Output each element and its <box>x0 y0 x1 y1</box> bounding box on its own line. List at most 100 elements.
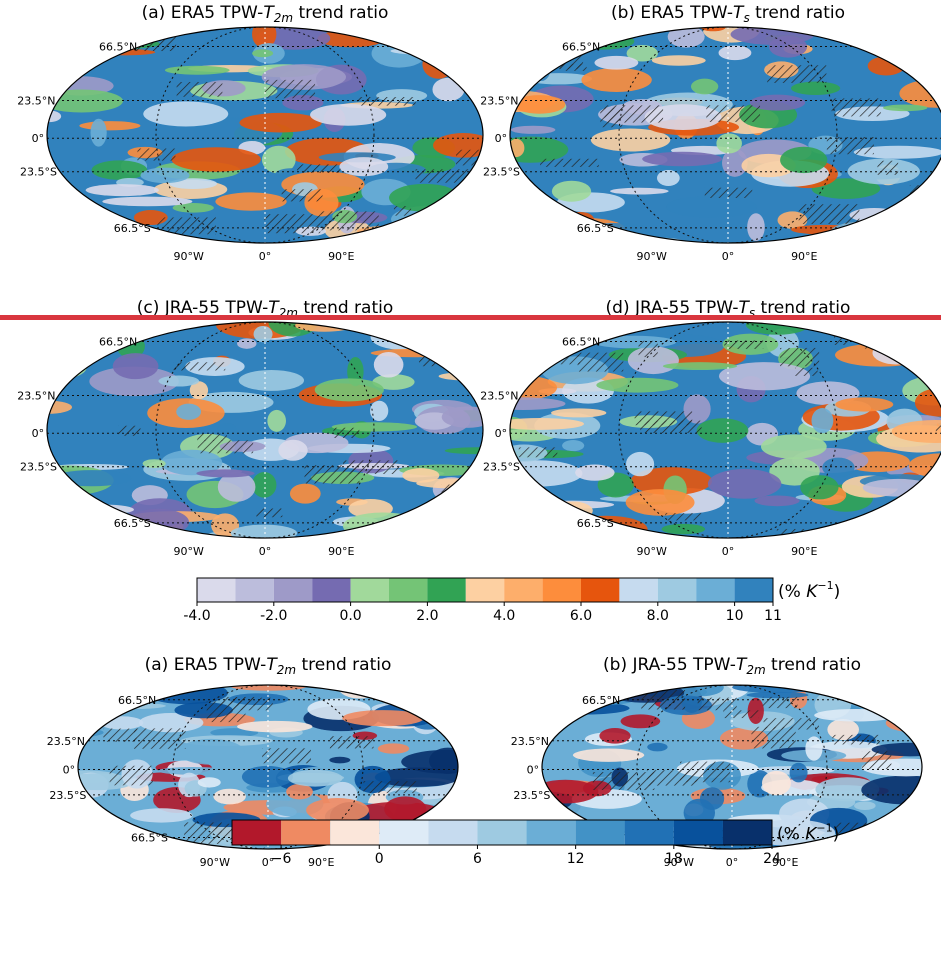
map-region <box>826 230 909 237</box>
map-region <box>642 152 722 166</box>
map-region <box>596 378 678 393</box>
map-region <box>445 228 509 255</box>
hatch-region <box>862 751 891 769</box>
colorbar-tick-label: 12 <box>567 851 585 867</box>
map-region <box>593 336 677 349</box>
lat-label: 66.5°N <box>582 694 620 707</box>
title-prefix: (a) ERA5 TPW- <box>145 655 267 675</box>
lat-label: 66.5°S <box>131 832 168 845</box>
title-suffix: trend ratio <box>750 3 845 23</box>
map-region <box>254 326 273 342</box>
map-region <box>176 404 201 420</box>
map-region <box>165 66 230 75</box>
title-prefix: (a) ERA5 TPW- <box>142 3 264 23</box>
title-subscript: 2m <box>746 663 765 677</box>
hatch-region <box>832 98 881 116</box>
map-region <box>621 714 661 728</box>
lat-label: 23.5°N <box>480 389 518 402</box>
colorbar-segment <box>619 578 657 602</box>
map-region <box>310 104 386 126</box>
hatch-region <box>220 697 255 706</box>
map-region <box>903 213 941 223</box>
map-region <box>90 119 106 147</box>
lon-label: 90°W <box>174 250 204 263</box>
map-region <box>408 228 445 239</box>
hatch-region <box>464 516 528 527</box>
map-region <box>511 126 556 134</box>
map-region <box>407 26 491 37</box>
map-region <box>7 204 89 211</box>
colorbar-tick-label: 11 <box>764 608 782 624</box>
lat-label: 0° <box>527 763 540 776</box>
map-field <box>480 311 941 548</box>
hatch-region <box>639 341 658 357</box>
hatch-region <box>118 426 140 436</box>
lat-label: 23.5°N <box>480 94 518 107</box>
lat-label: 66.5°S <box>114 517 151 530</box>
map-region <box>130 808 192 822</box>
map-region <box>370 401 388 421</box>
map-region <box>835 397 893 411</box>
map-region <box>384 796 426 822</box>
lat-label: 66.5°S <box>577 222 614 235</box>
map-region <box>150 25 185 33</box>
colorbar-segment <box>312 578 350 602</box>
colorbar-segment <box>428 820 477 845</box>
map-region <box>457 36 504 50</box>
colorbar-segment <box>504 578 542 602</box>
map-region <box>315 378 384 401</box>
map-region <box>525 678 578 704</box>
hatch-region <box>751 727 795 749</box>
hatch-region <box>198 440 253 453</box>
map-region <box>562 440 584 451</box>
colorbar-segment <box>581 578 619 602</box>
hatch-region <box>256 508 282 517</box>
map-region <box>581 68 651 92</box>
colorbar-segment <box>674 820 723 845</box>
hatch-region <box>262 748 311 763</box>
map-region <box>791 225 860 235</box>
map-region <box>761 434 827 459</box>
map-region <box>100 322 134 334</box>
lat-label: 23.5°N <box>47 735 85 748</box>
map-region <box>551 408 606 417</box>
map-region <box>507 36 546 63</box>
map-region <box>791 82 840 95</box>
lat-label: 66.5°S <box>114 222 151 235</box>
panel-title: (b) ERA5 TPW-Ts trend ratio <box>611 3 845 25</box>
colorbar-tick-label: 2.0 <box>416 608 438 624</box>
lon-label: 90°W <box>174 545 204 558</box>
lat-label: 66.5°N <box>99 40 137 53</box>
map-region <box>871 689 941 707</box>
title-suffix: trend ratio <box>766 655 861 675</box>
hatch-region <box>723 710 758 718</box>
map-region <box>708 469 781 499</box>
map-region <box>871 838 922 844</box>
lat-label: 23.5°S <box>49 789 86 802</box>
panel-title: (b) JRA-55 TPW-T2m trend ratio <box>603 655 861 677</box>
map-region <box>213 789 246 805</box>
hatch-region <box>264 214 320 233</box>
colorbar-tick-label: 18 <box>665 851 683 867</box>
map-region <box>252 49 273 57</box>
map-region <box>652 55 706 65</box>
colorbar-segment <box>281 820 330 845</box>
map-region <box>863 479 933 497</box>
map-region <box>240 113 322 133</box>
map-region <box>830 20 915 43</box>
hatch-region <box>832 735 880 745</box>
hatch-region <box>578 353 624 372</box>
map-region <box>697 418 749 443</box>
lat-label: 23.5°N <box>511 735 549 748</box>
lat-label: 0° <box>495 427 508 440</box>
lon-label: 90°E <box>328 250 354 263</box>
hatch-region <box>665 513 701 520</box>
map-region <box>854 801 876 810</box>
unit-prefix: (% <box>778 582 806 602</box>
colorbar-segment <box>543 578 581 602</box>
colorbar-segment <box>274 578 312 602</box>
colorbar-tick-label: -4.0 <box>183 608 210 624</box>
lat-label: 23.5°S <box>513 789 550 802</box>
colorbar-segment <box>723 820 772 845</box>
map-region <box>883 104 927 111</box>
